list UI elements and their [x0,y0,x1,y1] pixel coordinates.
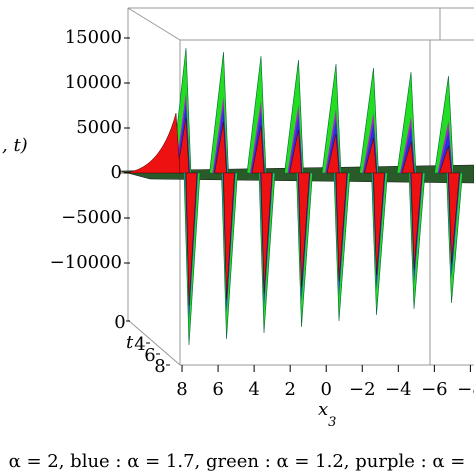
spike-red-down [185,172,198,306]
spike-red-down [410,172,423,270]
spike-red-down [335,172,348,282]
x-tick-label: −2 [349,379,376,400]
surface [119,47,474,346]
x-tick-label: 8 [176,379,187,400]
spike-red-down [373,172,385,276]
x-tick-label: −4 [385,379,412,400]
z-tick-label: −5000 [61,207,122,228]
x-tick-label: −8 [457,379,474,400]
z-tick-label: 15000 [65,27,122,48]
spike-red-down [223,172,235,300]
z-tick-label: −10000 [50,252,122,273]
t-axis-label: t [126,332,134,353]
y-tick-label: 0 [114,312,125,333]
plot-box [127,7,474,366]
x-tick-label: −6 [421,379,448,400]
y-tick-label: 8 [154,356,165,377]
spike-red-up [176,117,190,174]
y-tick-label: 4 [134,334,145,355]
spike-red-up [401,141,415,174]
spike-red-up [289,129,302,174]
x-axis-label-sub: 3 [328,415,336,430]
x-tick-label: 0 [320,379,331,400]
spike-red-up [214,121,227,174]
x-tick-label: 2 [284,379,295,400]
spike-red-down [298,172,310,288]
caption: α = 2, blue : α = 1.7, green : α = 1.2, … [9,451,466,472]
y-tick-label: 6 [144,345,155,366]
z-tick-label: 10000 [65,72,122,93]
x-axis-label-main: x [318,399,328,420]
x-tick-label: 6 [212,379,223,400]
spike-red-up [326,133,340,174]
x-axis-label: x3 [318,399,336,430]
z-tick-label: 0 [111,162,122,183]
spike-red-up [364,137,377,174]
spike-red-up [439,145,452,174]
z-axis-label: , t) [2,135,28,156]
x-tick-label: 4 [248,379,259,400]
spike-red-down [260,172,273,294]
spike-red-down [448,172,460,264]
spike-red-up [251,125,265,174]
surface-rise [119,112,181,174]
z-tick-label: 5000 [76,117,122,138]
